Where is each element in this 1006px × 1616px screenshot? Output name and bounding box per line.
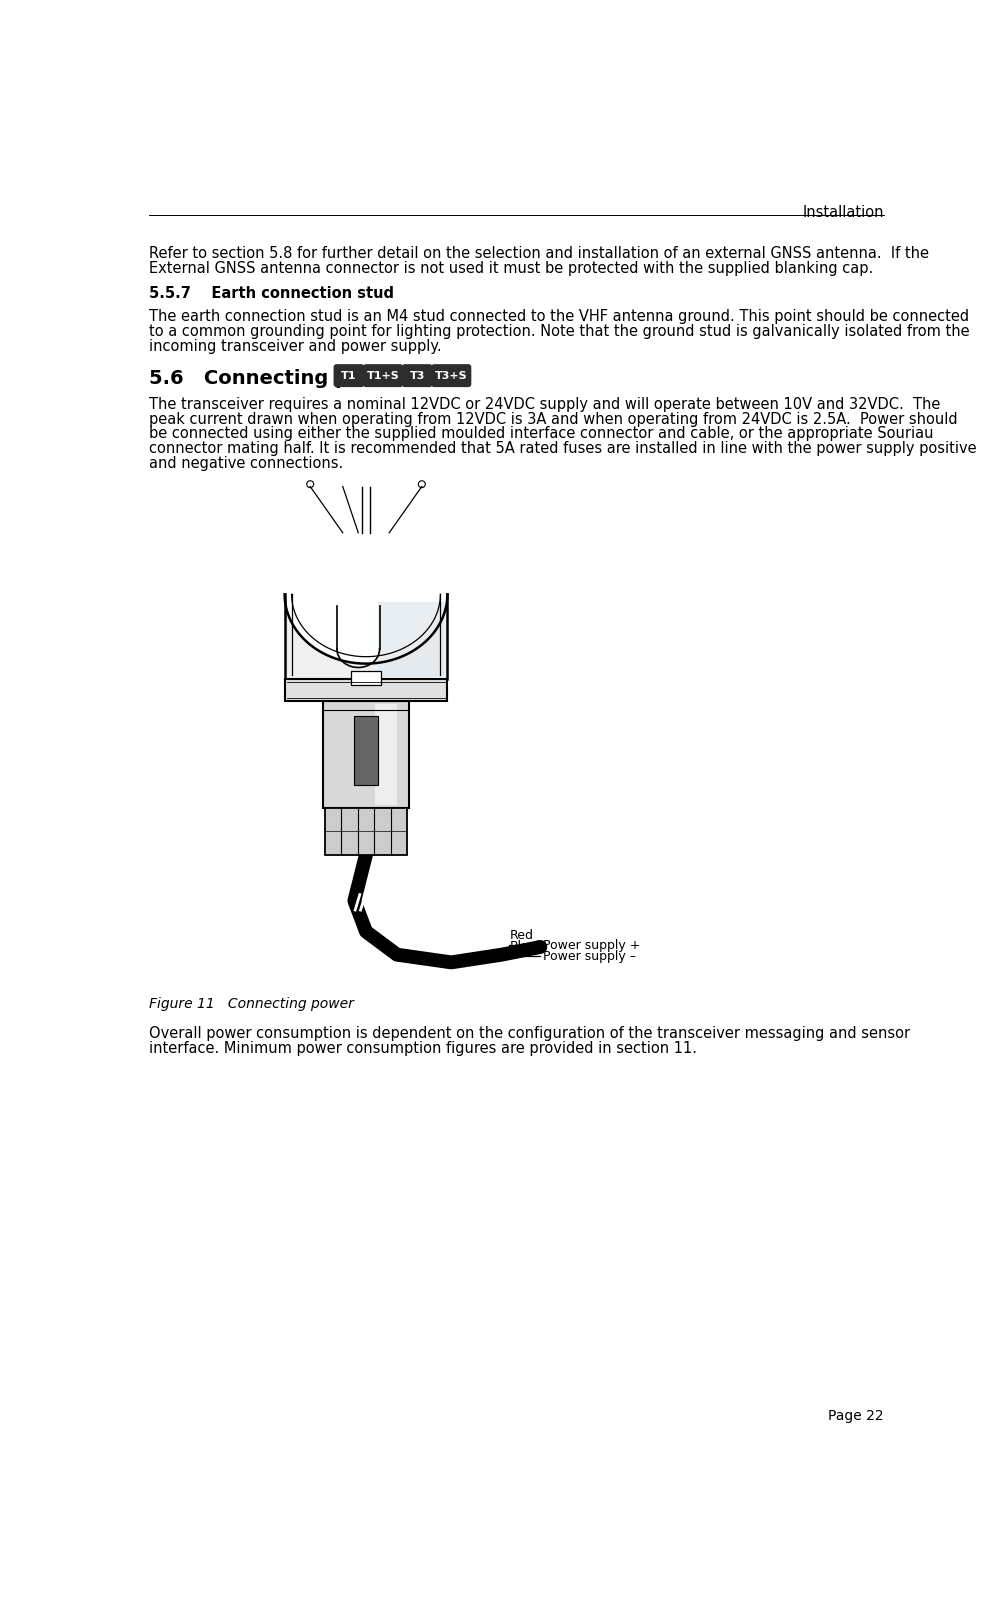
Text: Power supply –: Power supply –	[543, 950, 637, 963]
Text: The earth connection stud is an M4 stud connected to the VHF antenna ground. Thi: The earth connection stud is an M4 stud …	[149, 309, 969, 325]
Text: be connected using either the supplied moulded interface connector and cable, or: be connected using either the supplied m…	[149, 427, 934, 441]
Text: peak current drawn when operating from 12VDC is 3A and when operating from 24VDC: peak current drawn when operating from 1…	[149, 412, 958, 427]
Bar	[351, 671, 380, 685]
Text: T3+S: T3+S	[435, 370, 468, 381]
Text: Red: Red	[509, 929, 533, 942]
Text: Figure 11   Connecting power: Figure 11 Connecting power	[149, 997, 354, 1012]
Polygon shape	[285, 595, 448, 679]
Text: Page 22: Page 22	[828, 1409, 883, 1422]
Text: Refer to section 5.8 for further detail on the selection and installation of an : Refer to section 5.8 for further detail …	[149, 246, 929, 262]
Text: 5.6   Connecting power: 5.6 Connecting power	[149, 370, 403, 388]
Text: Overall power consumption is dependent on the configuration of the transceiver m: Overall power consumption is dependent o…	[149, 1026, 910, 1041]
Text: T3: T3	[409, 370, 425, 381]
FancyBboxPatch shape	[432, 365, 471, 386]
Bar	[285, 679, 448, 701]
Polygon shape	[377, 603, 444, 675]
Text: connector mating half. It is recommended that 5A rated fuses are installed in li: connector mating half. It is recommended…	[149, 441, 977, 456]
Text: Installation: Installation	[802, 205, 883, 220]
Text: T1+S: T1+S	[366, 370, 399, 381]
Text: Black: Black	[509, 941, 543, 953]
Text: to a common grounding point for lighting protection. Note that the ground stud i: to a common grounding point for lighting…	[149, 325, 970, 339]
Text: 5.5.7    Earth connection stud: 5.5.7 Earth connection stud	[149, 286, 394, 301]
Bar	[353, 716, 378, 785]
FancyBboxPatch shape	[334, 365, 364, 386]
Bar	[375, 705, 397, 805]
Text: incoming transceiver and power supply.: incoming transceiver and power supply.	[149, 339, 442, 354]
Text: T1: T1	[341, 370, 357, 381]
Bar	[325, 808, 407, 855]
Text: Power supply +: Power supply +	[543, 939, 641, 952]
FancyBboxPatch shape	[364, 365, 402, 386]
Bar	[323, 701, 408, 808]
Text: External GNSS antenna connector is not used it must be protected with the suppli: External GNSS antenna connector is not u…	[149, 260, 873, 276]
Text: The transceiver requires a nominal 12VDC or 24VDC supply and will operate betwee: The transceiver requires a nominal 12VDC…	[149, 398, 941, 412]
FancyBboxPatch shape	[402, 365, 432, 386]
Text: interface. Minimum power consumption figures are provided in section 11.: interface. Minimum power consumption fig…	[149, 1041, 697, 1055]
Text: and negative connections.: and negative connections.	[149, 456, 343, 470]
